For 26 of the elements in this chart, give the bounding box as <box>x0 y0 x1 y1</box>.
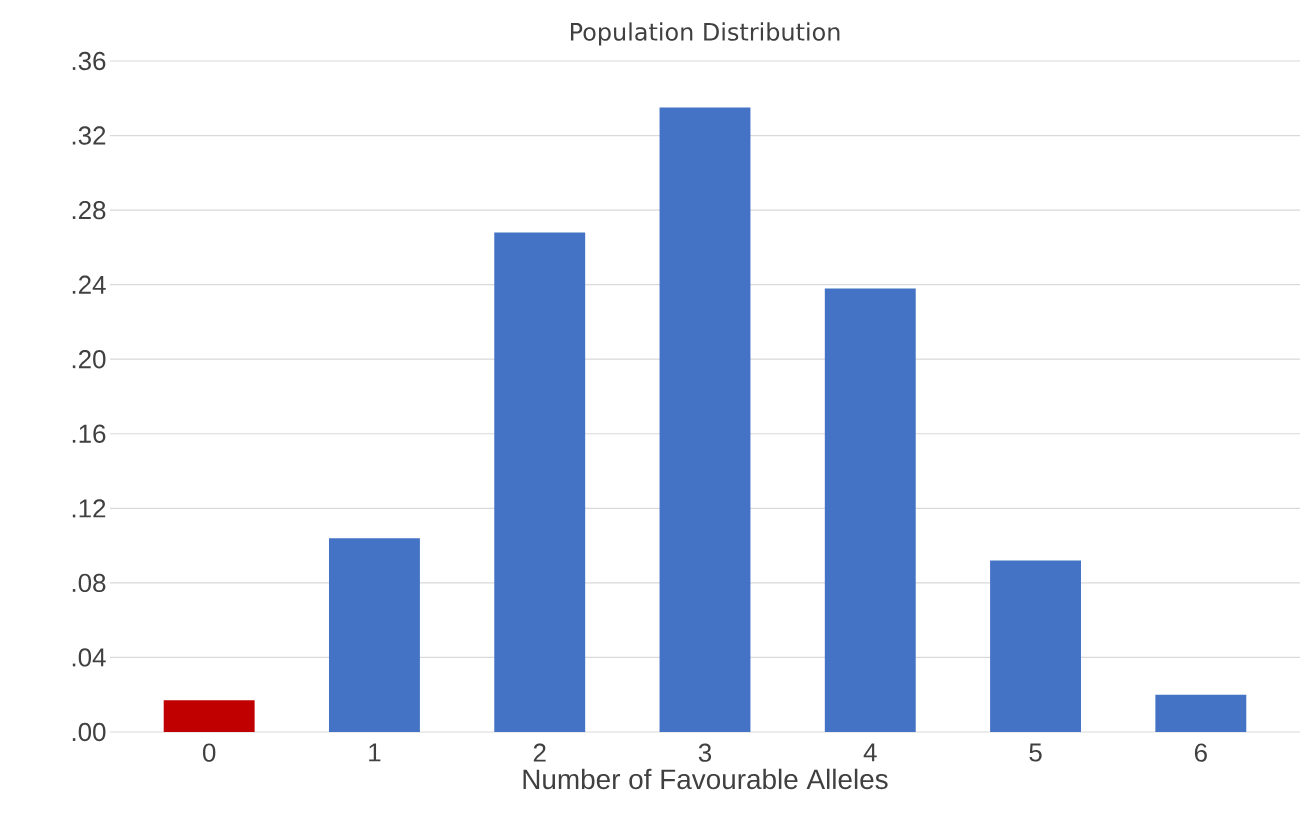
bar <box>1155 694 1247 732</box>
bar <box>659 107 751 732</box>
x-tick-label: 0 <box>202 743 216 762</box>
x-tick-label: 2 <box>533 743 546 762</box>
x-tick-label: 6 <box>1194 743 1207 762</box>
y-tick-label: .12 <box>72 499 106 518</box>
x-tick-label: 1 <box>369 743 381 762</box>
x-tick-label: 4 <box>863 743 877 762</box>
y-tick-label: .00 <box>72 722 106 742</box>
bar <box>494 232 586 732</box>
y-tick-label: .32 <box>72 126 106 145</box>
y-tick-label: .24 <box>72 275 106 294</box>
bar <box>824 288 916 732</box>
bar <box>328 538 420 732</box>
x-tick-label: 5 <box>1029 743 1042 762</box>
y-tick-label: .16 <box>72 424 106 443</box>
bar <box>163 700 255 732</box>
y-tick-label: .08 <box>72 573 106 593</box>
chart-title: Population Distribution <box>570 22 840 46</box>
y-tick-label: .20 <box>72 350 106 369</box>
bar <box>990 560 1081 732</box>
y-tick-label: .04 <box>72 648 106 667</box>
x-axis-title: Number of Favourable Alleles <box>523 768 888 790</box>
y-tick-label: .28 <box>72 200 106 220</box>
x-tick-label: 3 <box>698 743 712 762</box>
y-tick-label: .36 <box>72 51 106 71</box>
